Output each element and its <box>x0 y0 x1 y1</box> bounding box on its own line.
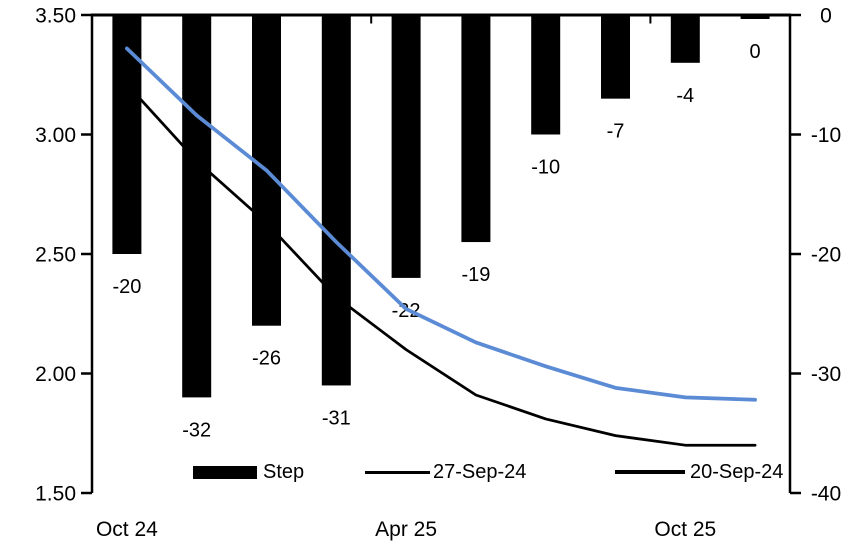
bar-data-label: -19 <box>461 264 490 286</box>
bar <box>531 15 561 135</box>
bar <box>391 15 421 278</box>
bar-data-label: -31 <box>322 407 351 429</box>
bar-data-label: -4 <box>676 85 694 107</box>
left-axis-tick-label: 1.50 <box>35 483 76 506</box>
bar-data-label: -32 <box>182 419 211 441</box>
blue-line-swatch <box>615 470 685 474</box>
bar <box>321 15 351 386</box>
x-axis-label: Oct 24 <box>96 518 158 541</box>
right-axis-tick-label: -30 <box>811 363 841 386</box>
step-bar-swatch <box>193 465 257 479</box>
legend-label-20-sep-24: 20-Sep-24 <box>690 460 784 483</box>
bar <box>112 15 142 254</box>
legend-item-27-sep-24: 27-Sep-24 <box>365 461 526 483</box>
x-axis-label: Apr 25 <box>375 518 437 541</box>
right-axis-tick-label: 0 <box>820 5 832 28</box>
legend-label-27-sep-24: 27-Sep-24 <box>433 460 527 483</box>
bar <box>740 15 770 19</box>
left-axis-tick-label: 3.50 <box>35 5 76 28</box>
bar <box>182 15 212 398</box>
bar-data-label: -10 <box>531 157 560 179</box>
bar-data-label: -20 <box>112 276 141 298</box>
bar-data-label: -26 <box>252 348 281 370</box>
bar <box>601 15 630 99</box>
left-axis-tick-label: 2.50 <box>35 244 76 267</box>
left-axis-tick-label: 3.00 <box>35 124 76 147</box>
legend-item-step: Step <box>193 461 304 483</box>
x-axis-label: Oct 25 <box>654 518 716 541</box>
right-axis-tick-label: -40 <box>811 483 841 506</box>
black-line-swatch <box>365 470 430 474</box>
legend-item-20-sep-24: 20-Sep-24 <box>615 461 783 483</box>
legend-label-step: Step <box>263 460 305 483</box>
right-axis-tick-label: -20 <box>811 244 841 267</box>
bar-data-label: 0 <box>750 41 761 63</box>
bar <box>461 15 491 243</box>
left-axis-tick-label: 2.00 <box>35 363 76 386</box>
bar <box>670 15 700 63</box>
line-series-20-sep-24 <box>125 46 757 402</box>
bar-data-label: -7 <box>607 121 625 143</box>
line-series-27-sep-24 <box>125 82 757 447</box>
right-axis-tick-label: -10 <box>811 124 841 147</box>
